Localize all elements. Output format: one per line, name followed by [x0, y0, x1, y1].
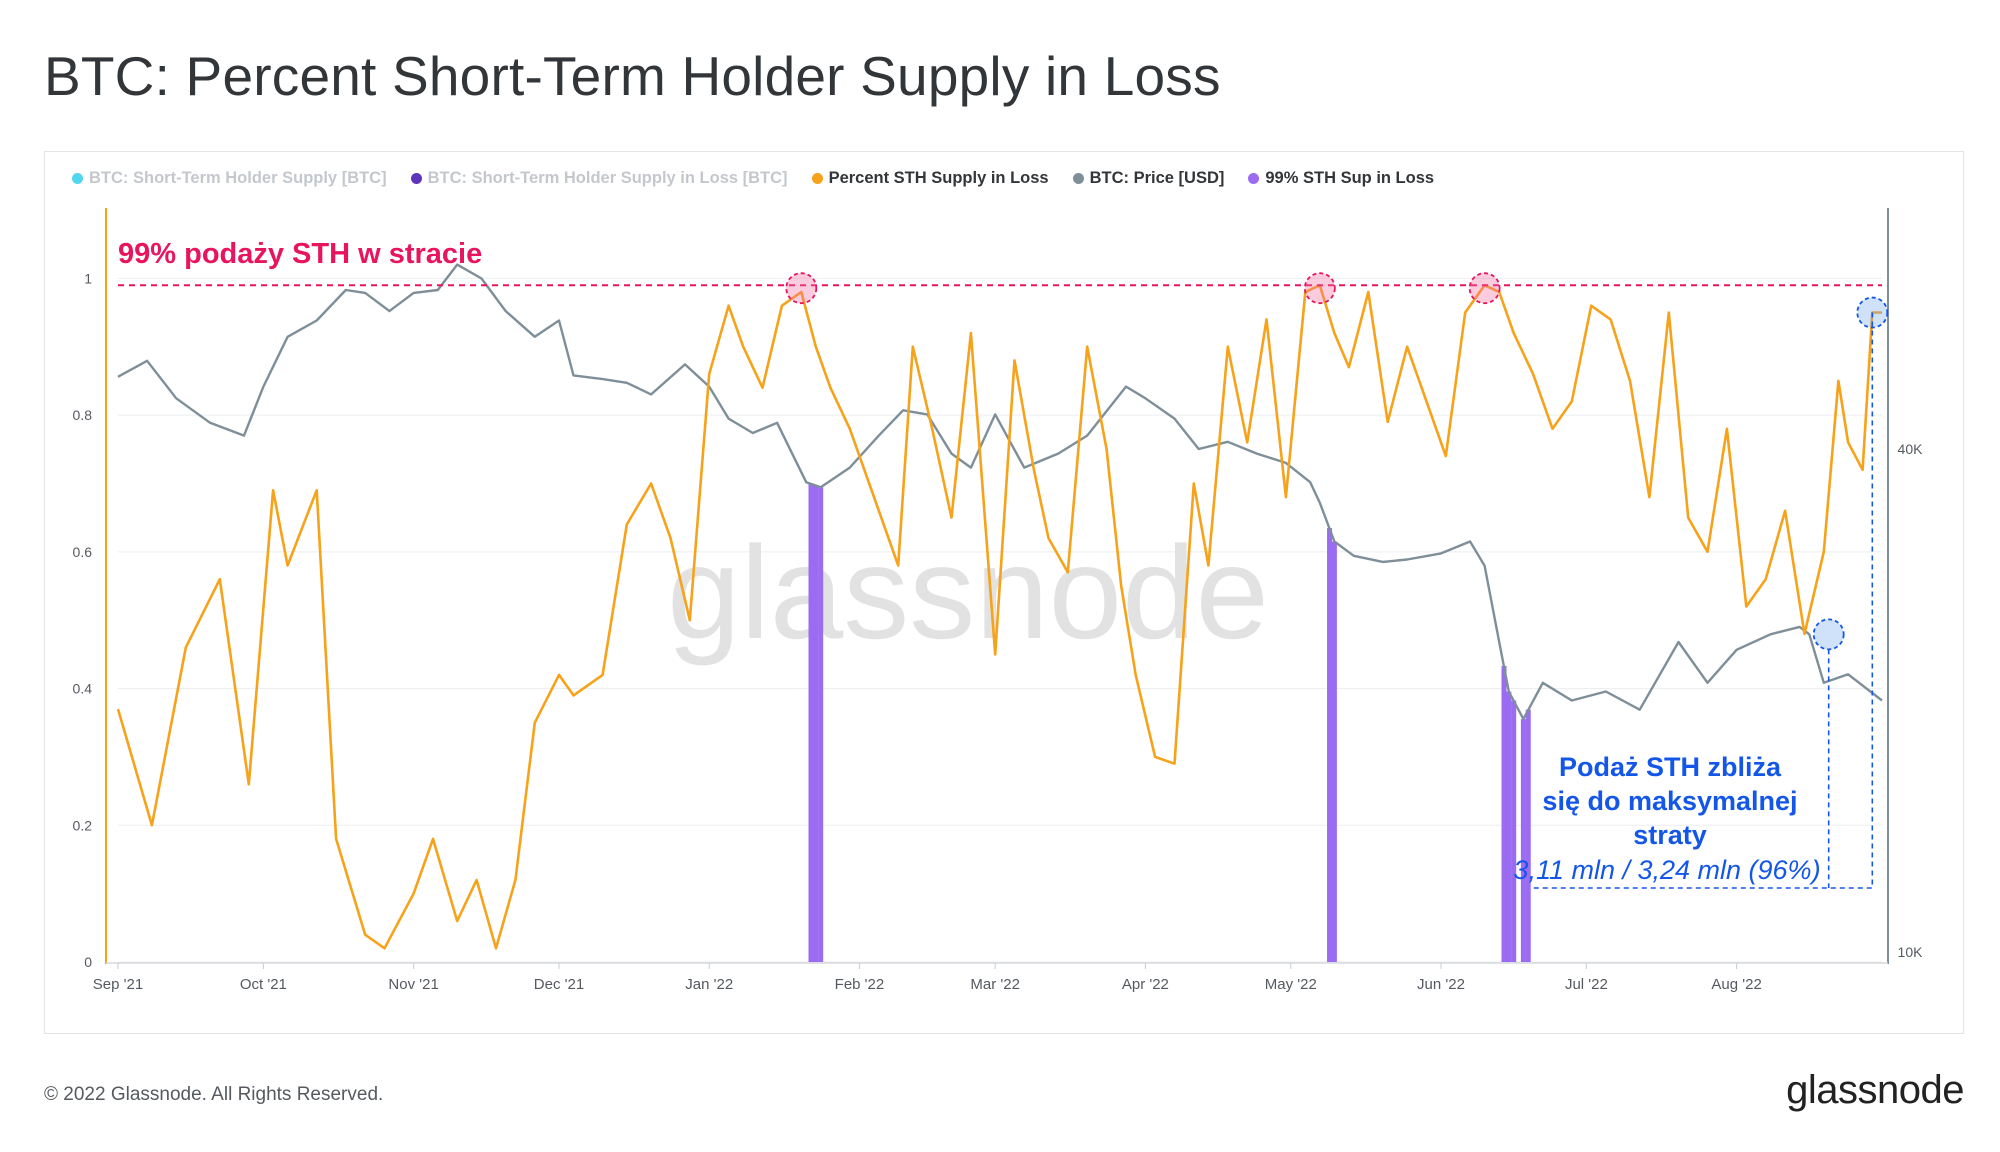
legend-dot	[1072, 172, 1084, 184]
loss-bar	[1501, 665, 1507, 962]
price-marker	[1812, 618, 1845, 651]
loss-bar	[1506, 691, 1512, 962]
price-line	[117, 263, 1883, 721]
y-left-tick-label: 0	[84, 954, 92, 970]
x-tick-label: Jun '22	[1417, 976, 1465, 993]
legend-item-sth-supply[interactable]: BTC: Short-Term Holder Supply [BTC]	[72, 169, 387, 188]
peak-marker	[1303, 272, 1336, 305]
copyright: © 2022 Glassnode. All Rights Reserved.	[44, 1084, 384, 1105]
loss-bar	[1520, 719, 1526, 962]
loss-bar	[1511, 700, 1517, 962]
loss-bar	[808, 483, 814, 962]
x-tick-label: Jan '22	[685, 976, 733, 993]
loss-bar	[1327, 528, 1333, 962]
legend-dot	[1248, 172, 1260, 184]
x-tick-label: Sep '21	[93, 976, 143, 993]
loss-bar	[1331, 541, 1337, 962]
x-tick-label: Aug '22	[1711, 976, 1761, 993]
loss-bar	[1525, 709, 1531, 962]
y-left-tick-label: 0.6	[73, 544, 93, 560]
y-left-tick-label: 0.8	[73, 407, 93, 423]
grid-lines	[118, 277, 1882, 963]
page-title: BTC: Percent Short-Term Holder Supply in…	[44, 45, 1221, 107]
x-tick-label: Dec '21	[534, 976, 584, 993]
legend: BTC: Short-Term Holder Supply [BTC] BTC:…	[72, 168, 1434, 188]
annotation-line-2: się do maksymalnej	[1542, 786, 1797, 816]
brand-logo: glassnode	[1786, 1068, 1964, 1112]
annotation-bracket	[1532, 312, 1874, 889]
loss-bar	[813, 485, 819, 962]
x-tick-label: Oct '21	[240, 976, 287, 993]
legend-item-sth-supply-in-loss[interactable]: BTC: Short-Term Holder Supply in Loss [B…	[410, 168, 788, 188]
x-tick-label: Mar '22	[970, 976, 1020, 993]
legend-dot	[72, 172, 83, 184]
y-right-tick-label: 10K	[1898, 944, 1924, 960]
legend-label: BTC: Price [USD]	[1089, 168, 1225, 187]
y-left-tick-label: 0.2	[73, 817, 93, 833]
peak-markers	[785, 272, 1889, 651]
legend-label: BTC: Short-Term Holder Supply in Loss [B…	[427, 168, 788, 187]
annotation-line-3: straty	[1633, 820, 1707, 850]
legend-item-percent-sth[interactable]: Percent STH Supply in Loss	[811, 168, 1049, 188]
x-tick-label: May '22	[1265, 976, 1317, 993]
x-tick-label: Nov '21	[388, 976, 438, 993]
annotations: 99% podaży STH w stracie Podaż STH zbliż…	[118, 238, 1889, 889]
legend-label: Percent STH Supply in Loss	[828, 168, 1049, 187]
x-tick-label: Feb '22	[835, 976, 885, 993]
y-right-tick-label: 40K	[1898, 441, 1924, 457]
annotation-line-1: Podaż STH zbliża	[1559, 752, 1782, 782]
peak-marker	[785, 272, 818, 305]
legend-item-btc-price[interactable]: BTC: Price [USD]	[1072, 168, 1225, 188]
x-tick-label: Jul '22	[1565, 976, 1608, 993]
bar-series	[808, 483, 1531, 962]
y-left-tick-label: 0.4	[73, 681, 93, 697]
legend-label: 99% STH Sup in Loss	[1265, 168, 1435, 187]
annotation-line-4: 3,11 mln / 3,24 mln (96%)	[1513, 855, 1820, 885]
legend-item-99-sth[interactable]: 99% STH Sup in Loss	[1248, 169, 1434, 188]
axes: 0 0.2 0.4 0.6 0.8 1 10K 40K Sep '21 Oct '21 Nov '2…	[73, 208, 1924, 993]
price-series	[117, 263, 1883, 721]
peak-marker	[1468, 272, 1501, 305]
loss-bar	[818, 487, 824, 962]
y-left-tick-label: 1	[84, 270, 92, 286]
percent-series	[116, 283, 1882, 950]
legend-dot	[811, 172, 823, 184]
x-tick-label: Apr '22	[1122, 976, 1169, 993]
chart-frame	[44, 151, 1964, 1034]
percent-line	[116, 283, 1882, 950]
legend-label: BTC: Short-Term Holder Supply [BTC]	[89, 168, 387, 187]
threshold-label: 99% podaży STH w stracie	[118, 238, 482, 270]
watermark: glassnode	[667, 519, 1269, 666]
legend-dot	[410, 172, 422, 184]
